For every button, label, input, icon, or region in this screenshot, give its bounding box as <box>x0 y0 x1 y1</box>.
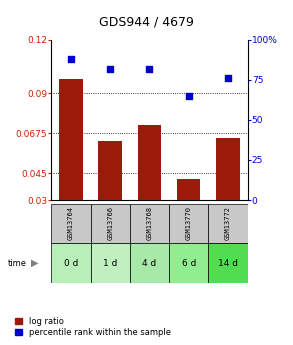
Text: GSM13770: GSM13770 <box>186 206 192 240</box>
Text: 14 d: 14 d <box>218 258 238 268</box>
Bar <box>169 204 208 243</box>
Bar <box>216 138 240 200</box>
Bar <box>51 204 91 243</box>
Point <box>186 93 191 99</box>
Text: 4 d: 4 d <box>142 258 156 268</box>
Legend: log ratio, percentile rank within the sample: log ratio, percentile rank within the sa… <box>14 316 171 337</box>
Bar <box>208 204 248 243</box>
Bar <box>51 243 91 283</box>
Text: GSM13764: GSM13764 <box>68 206 74 240</box>
Text: 6 d: 6 d <box>181 258 196 268</box>
Point <box>147 66 152 71</box>
Text: ▶: ▶ <box>31 258 38 268</box>
Bar <box>169 243 208 283</box>
Bar <box>138 125 161 200</box>
Bar <box>98 141 122 200</box>
Bar <box>91 204 130 243</box>
Point <box>226 76 230 81</box>
Text: time: time <box>7 258 26 268</box>
Text: GDS944 / 4679: GDS944 / 4679 <box>99 16 194 29</box>
Text: GSM13772: GSM13772 <box>225 206 231 240</box>
Text: 0 d: 0 d <box>64 258 78 268</box>
Bar <box>91 243 130 283</box>
Bar <box>130 204 169 243</box>
Point <box>69 56 73 62</box>
Bar <box>130 243 169 283</box>
Point <box>108 66 113 71</box>
Bar <box>59 79 83 200</box>
Text: GSM13768: GSM13768 <box>146 206 152 240</box>
Bar <box>208 243 248 283</box>
Bar <box>177 179 200 200</box>
Text: 1 d: 1 d <box>103 258 117 268</box>
Text: GSM13766: GSM13766 <box>107 206 113 240</box>
